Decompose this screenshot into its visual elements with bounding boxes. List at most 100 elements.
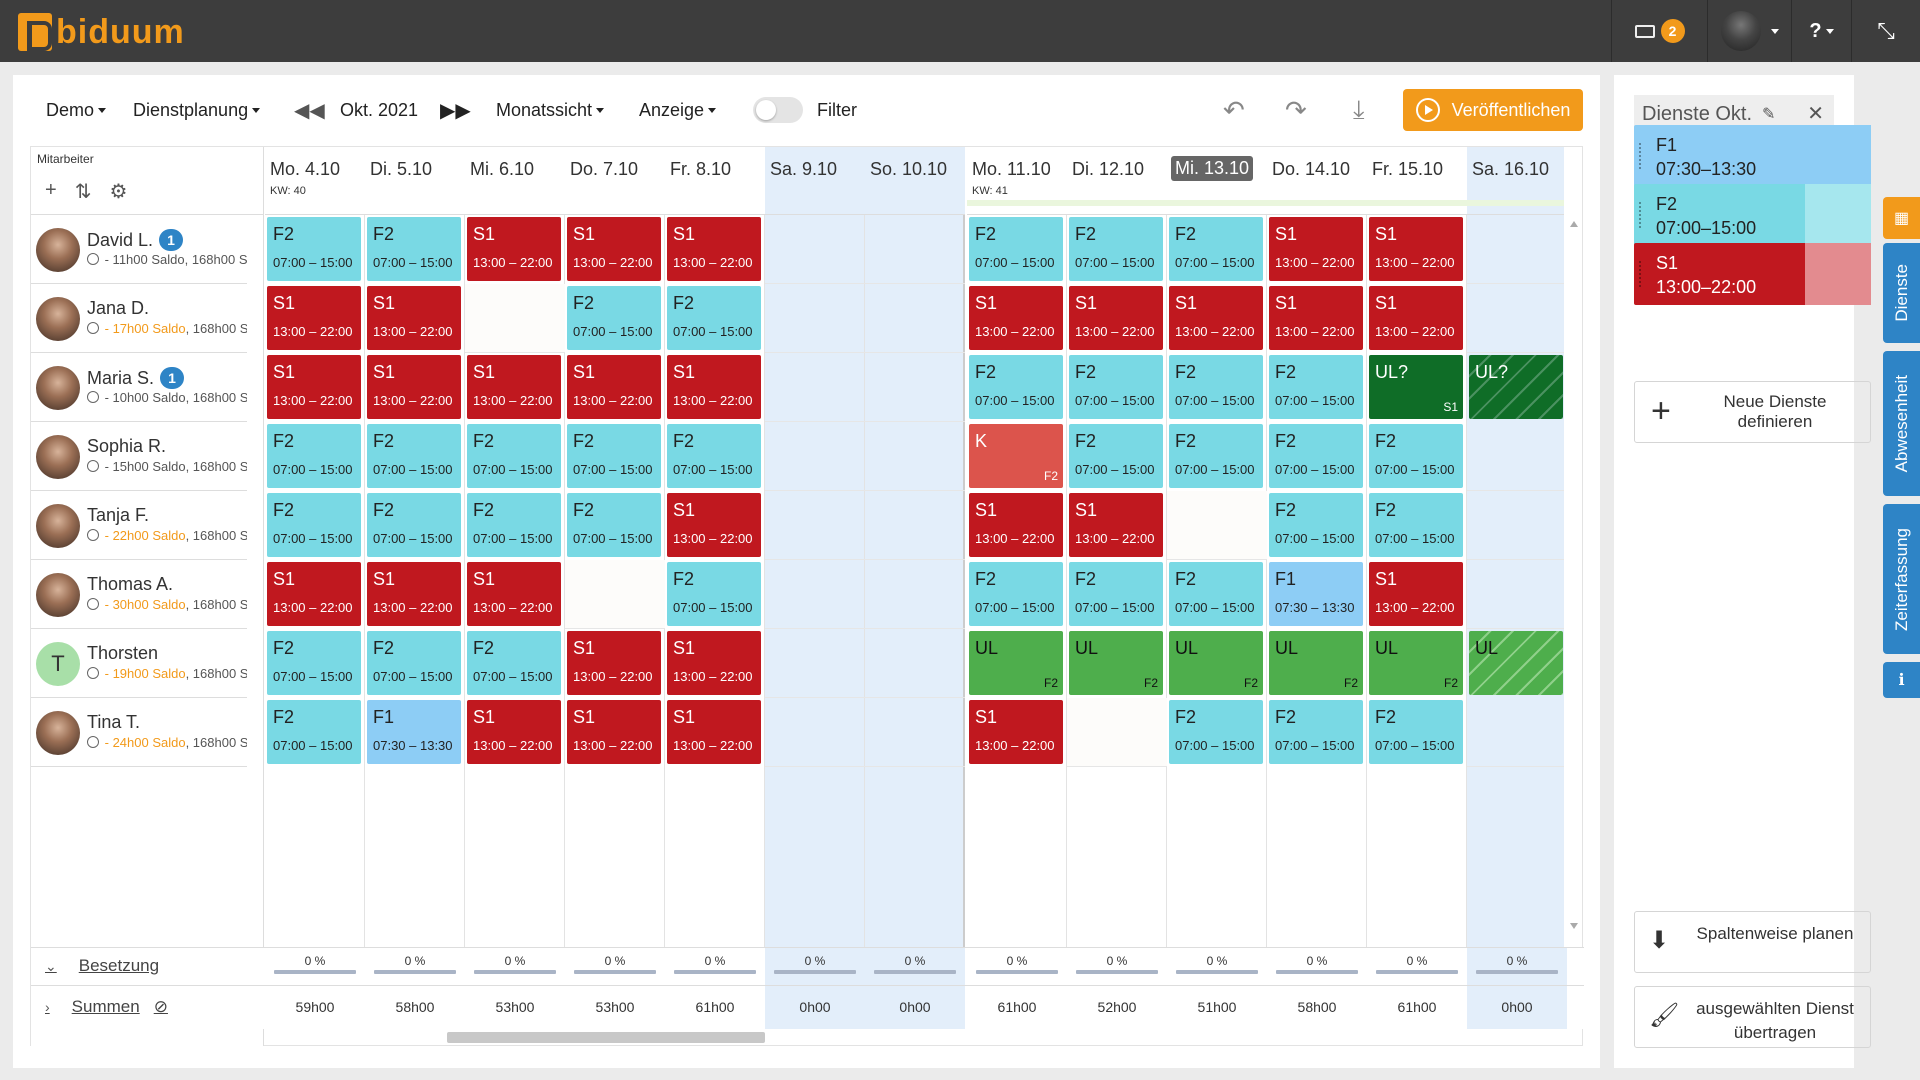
vertical-scrollbar[interactable] bbox=[1564, 215, 1584, 935]
day-header[interactable]: Sa. 9.10 bbox=[765, 147, 865, 215]
shift-cell[interactable]: S1 13:00 – 22:00 bbox=[567, 355, 661, 419]
shift-cell[interactable]: F2 07:00 – 15:00 bbox=[1269, 493, 1363, 557]
filter-toggle[interactable]: Filter bbox=[753, 75, 857, 145]
employee-row[interactable]: T Thorsten - 19h00 Saldo, 168h00 Soll bbox=[31, 629, 247, 698]
gear-icon[interactable]: ⚙ bbox=[109, 181, 128, 203]
hide-person-icon[interactable]: ⊘ bbox=[153, 997, 168, 1016]
shift-cell[interactable]: F2 07:00 – 15:00 bbox=[567, 286, 661, 350]
day-header[interactable]: Mi. 13.10 bbox=[1167, 147, 1267, 215]
tab-zeiterfassung[interactable]: Zeiterfassung bbox=[1883, 504, 1920, 654]
shift-cell[interactable]: S1 13:00 – 22:00 bbox=[567, 217, 661, 281]
toggle-switch[interactable] bbox=[753, 97, 803, 123]
shift-cell[interactable]: F2 07:00 – 15:00 bbox=[267, 493, 361, 557]
day-header[interactable]: Mo. 4.10 KW: 40 bbox=[265, 147, 365, 215]
shift-cell[interactable]: UL bbox=[1469, 631, 1563, 695]
shift-cell[interactable]: F1 07:30 – 13:30 bbox=[1269, 562, 1363, 626]
shift-cell[interactable]: F2 07:00 – 15:00 bbox=[467, 424, 561, 488]
shift-cell[interactable]: F2 07:00 – 15:00 bbox=[1069, 217, 1163, 281]
shift-cell[interactable]: S1 13:00 – 22:00 bbox=[667, 217, 761, 281]
empty-cell[interactable] bbox=[865, 698, 965, 767]
empty-cell[interactable] bbox=[565, 560, 665, 629]
shift-cell[interactable]: F2 07:00 – 15:00 bbox=[969, 562, 1063, 626]
sort-icon[interactable]: ⇅ bbox=[74, 181, 92, 203]
shift-cell[interactable]: F2 07:00 – 15:00 bbox=[1069, 562, 1163, 626]
scroll-thumb[interactable] bbox=[447, 1032, 765, 1043]
shift-cell[interactable]: F2 07:00 – 15:00 bbox=[1269, 700, 1363, 764]
shift-cell[interactable]: F2 07:00 – 15:00 bbox=[1369, 424, 1463, 488]
shift-cell[interactable]: F2 07:00 – 15:00 bbox=[1369, 493, 1463, 557]
empty-cell[interactable] bbox=[1467, 560, 1564, 629]
employee-row[interactable]: Jana D. - 17h00 Saldo, 168h00 Soll bbox=[31, 284, 247, 353]
shift-cell[interactable]: F2 07:00 – 15:00 bbox=[467, 631, 561, 695]
employee-row[interactable]: Maria S. 1 - 10h00 Saldo, 168h00 Soll bbox=[31, 353, 247, 422]
shift-cell[interactable]: S1 13:00 – 22:00 bbox=[267, 286, 361, 350]
shift-cell[interactable]: F2 07:00 – 15:00 bbox=[467, 493, 561, 557]
shift-cell[interactable]: S1 13:00 – 22:00 bbox=[267, 562, 361, 626]
day-header[interactable]: Fr. 15.10 bbox=[1367, 147, 1467, 215]
palette-shift[interactable]: F1 07:30–13:30 bbox=[1634, 125, 1871, 187]
empty-cell[interactable] bbox=[865, 284, 965, 353]
shift-cell[interactable]: F2 07:00 – 15:00 bbox=[367, 631, 461, 695]
module-select[interactable]: Dienstplanung bbox=[133, 75, 261, 145]
drag-handle-icon[interactable] bbox=[1639, 143, 1641, 169]
publish-button[interactable]: Veröffentlichen bbox=[1403, 89, 1583, 131]
transfer-shift-button[interactable]: 🖌 ausgewählten Dienst übertragen bbox=[1634, 986, 1871, 1048]
shift-cell[interactable]: F2 07:00 – 15:00 bbox=[1169, 700, 1263, 764]
shift-cell[interactable]: F2 07:00 – 15:00 bbox=[367, 493, 461, 557]
drag-handle-icon[interactable] bbox=[1639, 202, 1641, 228]
inbox-button[interactable]: 2 bbox=[1611, 0, 1707, 62]
shift-cell[interactable]: F2 07:00 – 15:00 bbox=[267, 424, 361, 488]
empty-cell[interactable] bbox=[765, 215, 865, 284]
employee-row[interactable]: Sophia R. - 15h00 Saldo, 168h00 Soll bbox=[31, 422, 247, 491]
drag-area[interactable] bbox=[1805, 125, 1871, 187]
shift-cell[interactable]: S1 13:00 – 22:00 bbox=[1269, 217, 1363, 281]
shift-cell[interactable]: UL F2 bbox=[1069, 631, 1163, 695]
shift-cell[interactable]: S1 13:00 – 22:00 bbox=[467, 700, 561, 764]
drag-area[interactable] bbox=[1805, 184, 1871, 246]
shift-cell[interactable]: F2 07:00 – 15:00 bbox=[1169, 562, 1263, 626]
shift-cell[interactable]: S1 13:00 – 22:00 bbox=[667, 355, 761, 419]
shift-cell[interactable]: F2 07:00 – 15:00 bbox=[667, 424, 761, 488]
scroll-up-icon[interactable] bbox=[1570, 221, 1578, 227]
plan-columns-button[interactable]: ⬇ Spaltenweise planen bbox=[1634, 911, 1871, 973]
new-shifts-button[interactable]: + Neue Dienste definieren bbox=[1634, 381, 1871, 443]
empty-cell[interactable] bbox=[765, 629, 865, 698]
day-header[interactable]: Mo. 11.10 KW: 41 bbox=[967, 147, 1067, 215]
horizontal-scrollbar[interactable] bbox=[265, 1029, 1565, 1045]
add-icon[interactable]: + bbox=[45, 179, 57, 201]
shift-cell[interactable]: F2 07:00 – 15:00 bbox=[969, 355, 1063, 419]
shift-cell[interactable]: F2 07:00 – 15:00 bbox=[267, 700, 361, 764]
palette-shift[interactable]: F2 07:00–15:00 bbox=[1634, 184, 1871, 246]
shift-cell[interactable]: F2 07:00 – 15:00 bbox=[1169, 355, 1263, 419]
shift-cell[interactable]: F2 07:00 – 15:00 bbox=[667, 286, 761, 350]
shift-cell[interactable]: UL F2 bbox=[1369, 631, 1463, 695]
drag-handle-icon[interactable] bbox=[1639, 261, 1641, 287]
shift-cell[interactable]: S1 13:00 – 22:00 bbox=[1069, 493, 1163, 557]
shift-cell[interactable]: S1 13:00 – 22:00 bbox=[667, 631, 761, 695]
palette-shift[interactable]: S1 13:00–22:00 bbox=[1634, 243, 1871, 305]
previous-period-button[interactable]: ◀◀ bbox=[294, 75, 325, 145]
day-header[interactable]: Sa. 16.10 bbox=[1467, 147, 1564, 215]
shift-cell[interactable]: S1 13:00 – 22:00 bbox=[1369, 217, 1463, 281]
tab-abwesenheit[interactable]: Abwesenheit bbox=[1883, 351, 1920, 496]
help-menu[interactable]: ? bbox=[1791, 0, 1851, 62]
day-header[interactable]: So. 10.10 bbox=[865, 147, 965, 215]
shift-cell[interactable]: F2 07:00 – 15:00 bbox=[1169, 424, 1263, 488]
day-header[interactable]: Mi. 6.10 bbox=[465, 147, 565, 215]
company-select[interactable]: Demo bbox=[46, 75, 107, 145]
shift-cell[interactable]: F2 07:00 – 15:00 bbox=[367, 424, 461, 488]
empty-cell[interactable] bbox=[865, 491, 965, 560]
shift-cell[interactable]: S1 13:00 – 22:00 bbox=[667, 700, 761, 764]
download-button[interactable]: ⤓ bbox=[1353, 75, 1365, 145]
shift-cell[interactable]: UL F2 bbox=[1269, 631, 1363, 695]
shift-cell[interactable]: S1 13:00 – 22:00 bbox=[969, 286, 1063, 350]
empty-cell[interactable] bbox=[1467, 698, 1564, 767]
employee-row[interactable]: Tanja F. - 22h00 Saldo, 168h00 Soll bbox=[31, 491, 247, 560]
shift-cell[interactable]: F2 07:00 – 15:00 bbox=[667, 562, 761, 626]
employee-row[interactable]: David L. 1 - 11h00 Saldo, 168h00 Soll bbox=[31, 215, 247, 284]
shift-cell[interactable]: F2 07:00 – 15:00 bbox=[267, 631, 361, 695]
empty-cell[interactable] bbox=[1467, 422, 1564, 491]
empty-cell[interactable] bbox=[865, 215, 965, 284]
shift-cell[interactable]: S1 13:00 – 22:00 bbox=[467, 562, 561, 626]
shift-cell[interactable]: F2 07:00 – 15:00 bbox=[567, 493, 661, 557]
